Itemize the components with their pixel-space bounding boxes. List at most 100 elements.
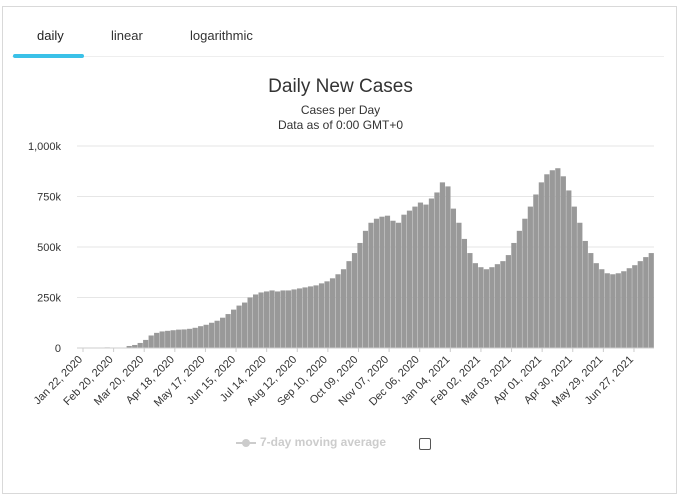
bar (610, 274, 616, 348)
bar (231, 309, 237, 348)
bar (214, 320, 220, 348)
bar (362, 230, 369, 348)
y-tick-label: 750k (37, 192, 61, 204)
bar (621, 271, 627, 348)
bar (599, 269, 605, 348)
bar (505, 255, 511, 348)
bar (417, 202, 424, 348)
active-tab-indicator (13, 54, 84, 58)
bar (209, 322, 215, 348)
bar (615, 273, 621, 348)
bar (566, 190, 572, 348)
bar (478, 267, 484, 348)
bar (296, 288, 303, 348)
bar (549, 170, 555, 348)
bar (291, 289, 297, 348)
bar (500, 261, 506, 348)
bar (461, 238, 468, 348)
bar (187, 328, 193, 348)
bar (148, 335, 154, 348)
bar (192, 327, 198, 348)
bar (395, 222, 402, 348)
bar (307, 286, 314, 348)
bar (285, 290, 292, 348)
bar (423, 204, 429, 348)
bar (571, 206, 577, 348)
bar (538, 182, 544, 348)
bar (533, 194, 539, 348)
bar (577, 222, 583, 348)
bar (439, 182, 446, 348)
bar (648, 253, 654, 348)
bar (489, 267, 495, 348)
bar (472, 263, 479, 348)
bar (159, 331, 165, 348)
bar (357, 242, 363, 348)
bar (181, 329, 187, 348)
bar (132, 344, 138, 348)
bar (247, 297, 253, 348)
legend-label: 7-day moving average (260, 435, 387, 449)
tab-logarithmic[interactable]: logarithmic (190, 28, 253, 43)
bar (544, 174, 550, 348)
bar (483, 269, 489, 348)
chart-subtitle: Cases per Day (300, 103, 381, 117)
bar (324, 281, 330, 348)
bar (126, 345, 132, 348)
bar (522, 218, 528, 348)
bar (154, 332, 160, 348)
bar (456, 222, 462, 348)
bar (582, 240, 588, 348)
bar (302, 287, 308, 348)
bar (511, 242, 517, 348)
bar (318, 283, 325, 348)
bar (137, 342, 143, 348)
bar (588, 253, 594, 348)
bar (340, 269, 347, 348)
bar (252, 294, 259, 348)
bar (384, 215, 391, 348)
bar (401, 214, 407, 348)
tab-daily[interactable]: daily (37, 28, 64, 43)
bar (198, 326, 204, 348)
bar (632, 265, 638, 348)
bar (593, 263, 599, 348)
bar (560, 176, 566, 348)
y-tick-label: 500k (37, 242, 61, 254)
bar (428, 198, 435, 348)
bar (643, 257, 649, 348)
bar (263, 291, 270, 348)
tab-linear[interactable]: linear (111, 28, 143, 43)
bar (280, 290, 286, 348)
bar (329, 278, 336, 348)
bar (225, 314, 231, 348)
moving-average-line-icon (236, 439, 256, 447)
chart-title: Daily New Cases (268, 76, 413, 97)
bar (626, 268, 632, 348)
bar (445, 186, 451, 348)
bar (527, 206, 533, 348)
bar (220, 317, 226, 348)
bar (236, 305, 242, 348)
chart-data-date: Data as of 0:00 GMT+0 (277, 118, 404, 132)
bar (269, 290, 275, 348)
bar (637, 261, 643, 348)
bar (555, 168, 561, 348)
moving-average-checkbox[interactable] (419, 438, 431, 450)
bar (434, 192, 440, 348)
bar (516, 230, 522, 348)
bar (406, 210, 413, 348)
bar (165, 330, 171, 348)
bar (203, 324, 209, 348)
y-tick-label: 1,000k (28, 141, 62, 153)
bar (313, 285, 319, 348)
bar (494, 264, 500, 348)
bar (351, 253, 358, 348)
bar (604, 273, 610, 348)
bar (390, 220, 396, 348)
bar (379, 216, 385, 348)
bar (170, 330, 176, 348)
bar (176, 329, 182, 348)
bar (346, 261, 352, 348)
